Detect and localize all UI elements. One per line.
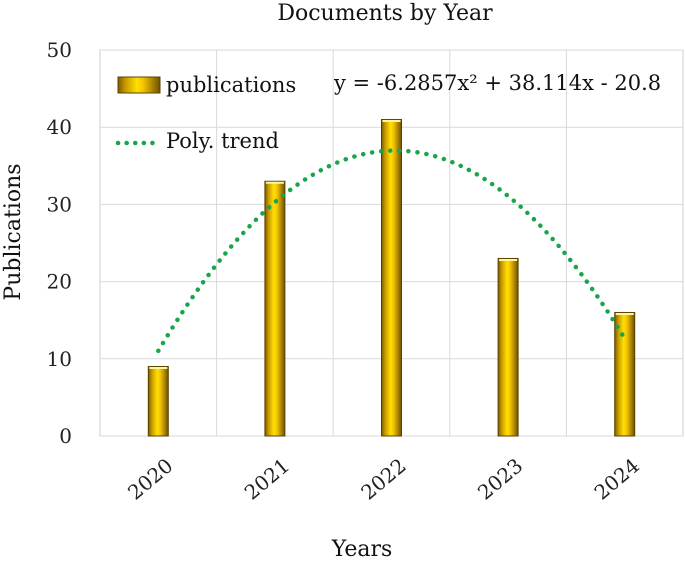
x-tick-label: 2021 <box>240 453 294 504</box>
legend-label-trend: Poly. trend <box>166 129 279 153</box>
bar <box>497 257 519 437</box>
trendline-path <box>156 148 627 354</box>
legend-swatch-publications <box>117 76 161 94</box>
bar <box>147 366 169 437</box>
trendline <box>156 148 627 354</box>
x-tick-label: 2022 <box>356 453 410 504</box>
grid-lines <box>100 49 683 437</box>
bars <box>147 118 636 437</box>
bar <box>264 180 286 437</box>
y-tick-label: 10 <box>47 347 72 371</box>
x-tick-label: 2023 <box>473 453 527 504</box>
y-tick-label: 30 <box>47 192 72 216</box>
bar <box>614 311 636 437</box>
trend-equation: y = -6.2857x² + 38.114x - 20.8 <box>333 71 661 95</box>
bar <box>381 118 402 437</box>
x-tick-label: 2024 <box>589 453 643 504</box>
chart-title: Documents by Year <box>277 1 493 26</box>
y-axis-title: Publications <box>1 163 26 300</box>
x-axis-ticks: 2020 2021 2022 2023 2024 <box>123 453 644 504</box>
x-tick-label: 2020 <box>123 453 177 504</box>
y-tick-label: 50 <box>47 38 72 62</box>
x-axis-title: Years <box>331 537 393 562</box>
y-tick-label: 20 <box>47 270 72 294</box>
legend-label-publications: publications <box>166 73 296 97</box>
y-tick-label: 0 <box>59 424 72 448</box>
legend: publications Poly. trend <box>115 73 296 153</box>
y-axis-ticks: 0 10 20 30 40 50 <box>47 38 72 448</box>
y-tick-label: 40 <box>47 115 72 139</box>
